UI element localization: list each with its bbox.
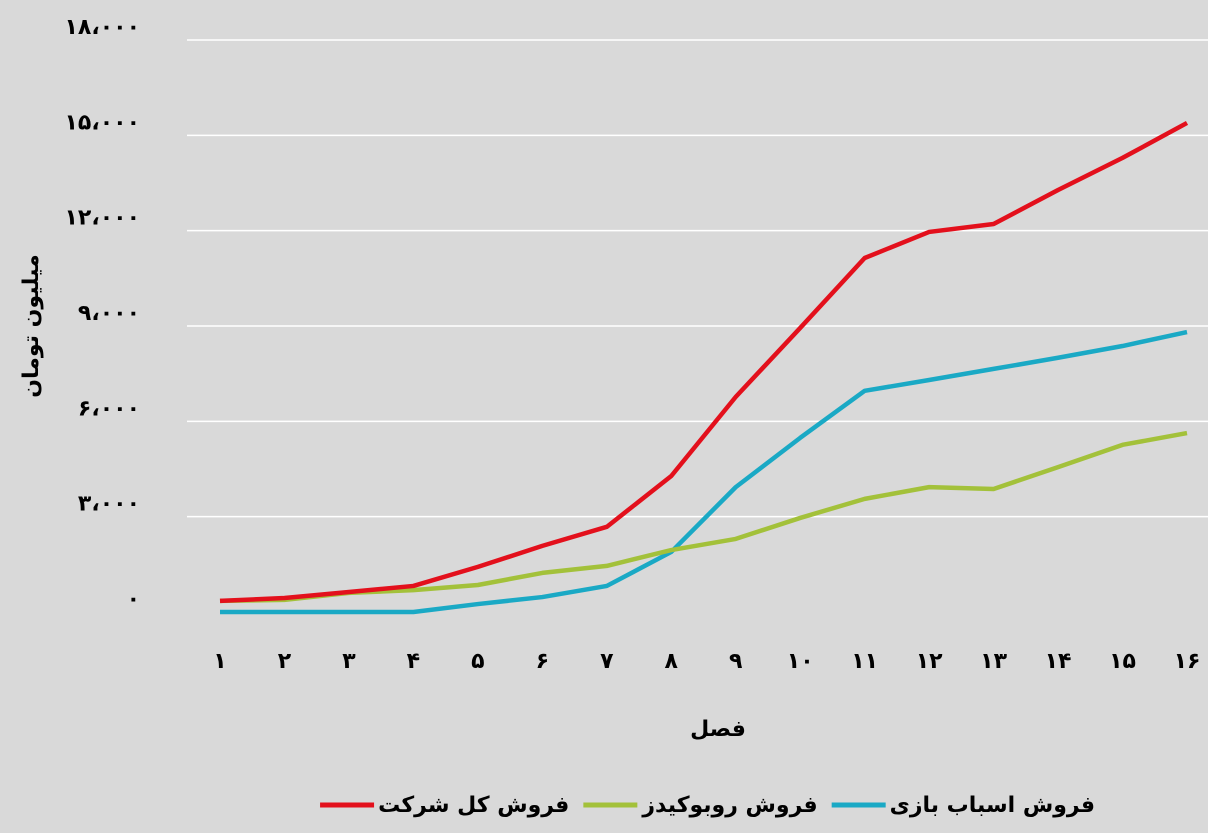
x-tick-label: ۱۳	[980, 649, 1007, 674]
x-tick-label: ۱۵	[1109, 649, 1136, 674]
x-tick-label: ۱۴	[1045, 649, 1072, 674]
y-tick-label: ۱۵،۰۰۰	[65, 110, 141, 135]
y-tick-label: ۹،۰۰۰	[78, 301, 140, 326]
x-tick-label: ۱۶	[1174, 649, 1201, 674]
series-line	[220, 329, 1188, 615]
legend-label: فروش روبوکیدز	[641, 793, 817, 818]
legend-label: فروش اسباب بازی	[890, 793, 1095, 818]
x-tick-label: ۱۲	[916, 649, 943, 674]
legend-label: فروش کل شرکت	[378, 793, 569, 818]
y-tick-label: ۱۲،۰۰۰	[65, 206, 141, 231]
x-tick-label: ۱۰	[787, 649, 814, 674]
series-line	[219, 120, 1189, 604]
x-tick-label: ۲	[278, 649, 292, 674]
x-tick-label: ۳	[342, 649, 356, 674]
y-tick-label: ۰	[127, 587, 140, 612]
x-tick-label: ۵	[471, 649, 484, 674]
x-tick-label: ۷	[600, 649, 614, 674]
series-line	[219, 430, 1188, 604]
x-tick-label: ۴	[407, 649, 420, 674]
x-tick-label: ۸	[665, 649, 679, 674]
x-tick-label: ۱۱	[851, 649, 878, 674]
y-axis-label: میلیون تومان	[19, 254, 44, 398]
y-tick-label: ۱۸،۰۰۰	[65, 15, 141, 40]
x-axis-label: فصل	[690, 717, 746, 742]
x-tick-label: ۱	[213, 649, 226, 674]
x-tick-label: ۹	[729, 649, 742, 674]
x-tick-label: ۶	[536, 649, 549, 674]
y-tick-label: ۳،۰۰۰	[78, 492, 140, 517]
y-tick-label: ۶،۰۰۰	[78, 396, 140, 421]
